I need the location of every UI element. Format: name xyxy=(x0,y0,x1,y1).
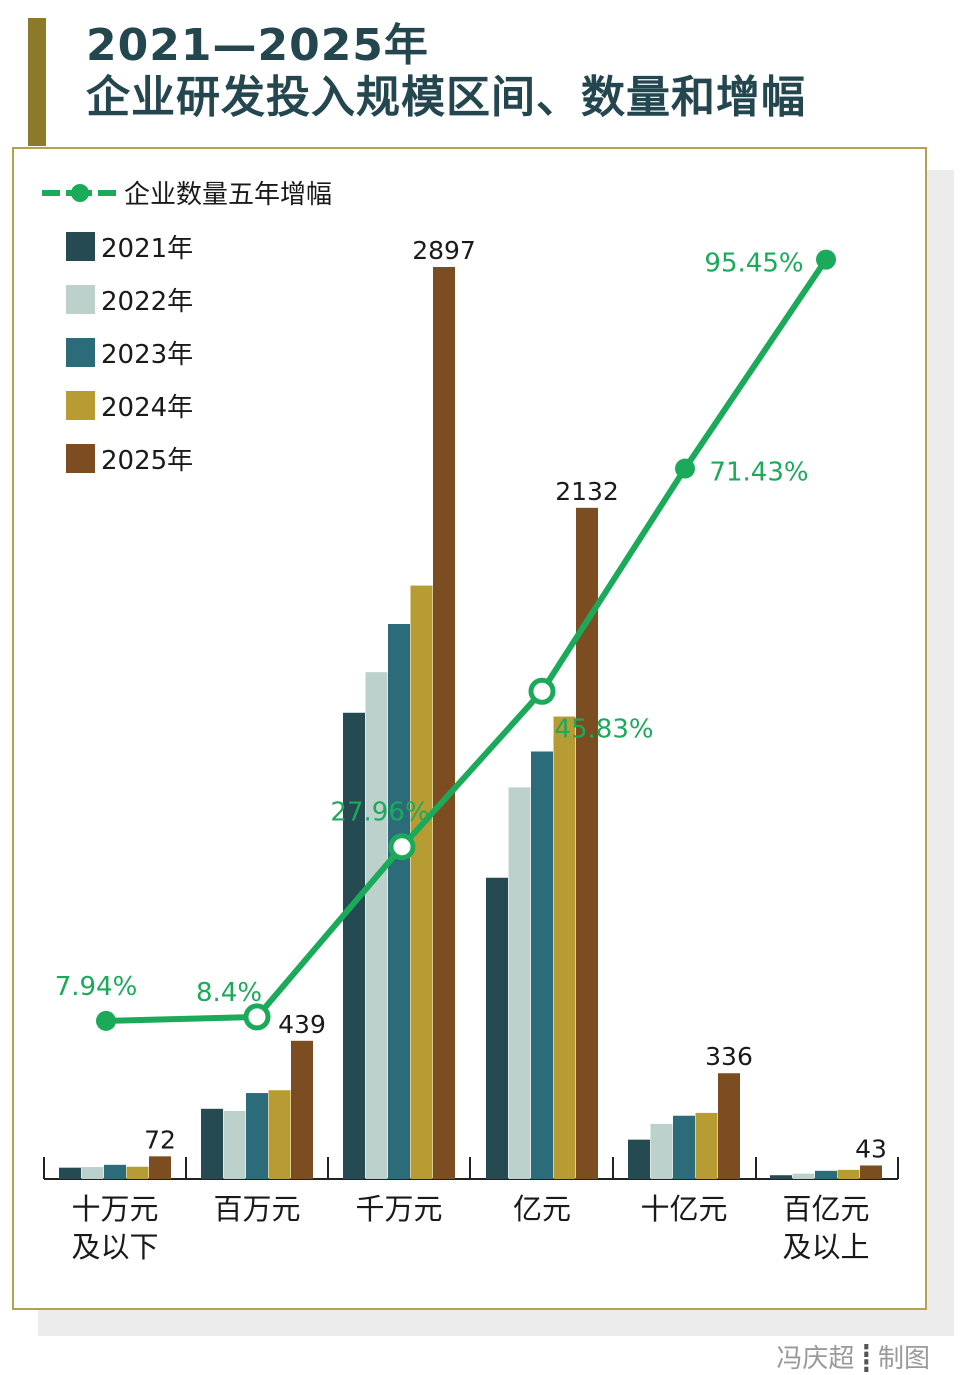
title-accent-bar xyxy=(28,18,46,146)
value-label-6: 43 xyxy=(855,1134,887,1163)
page-title: 2021—2025年 企业研发投入规模区间、数量和增幅 xyxy=(86,20,806,124)
bar-3-cat-3 xyxy=(388,623,410,1179)
bar-4-cat-5 xyxy=(695,1112,718,1179)
bar-2-cat-5 xyxy=(650,1123,673,1179)
credit: 冯庆超 ┋ 制图 xyxy=(776,1338,930,1375)
legend-swatch-5 xyxy=(66,444,95,473)
bar-3-cat-6 xyxy=(815,1170,837,1179)
growth-point-3 xyxy=(388,833,416,861)
growth-point-4 xyxy=(528,677,556,705)
bar-1-cat-6 xyxy=(770,1175,792,1179)
bar-5-cat-2 xyxy=(291,1040,313,1179)
growth-line xyxy=(103,256,829,1024)
bar-4-cat-1 xyxy=(126,1166,149,1179)
bar-4-cat-2 xyxy=(268,1090,291,1179)
growth-point-5 xyxy=(675,458,695,479)
bar-4-cat-3 xyxy=(410,585,433,1179)
growth-label-4: 45.83% xyxy=(554,714,653,744)
category-label-4-1: 亿元 xyxy=(513,1192,571,1226)
value-label-5: 336 xyxy=(705,1042,753,1071)
category-label-2-1: 百万元 xyxy=(213,1192,300,1226)
growth-label-6: 95.45% xyxy=(704,249,803,279)
category-label-3-1: 千万元 xyxy=(355,1192,442,1226)
bar-5-cat-5 xyxy=(718,1073,740,1179)
growth-label-1: 7.94% xyxy=(55,972,138,1002)
bar-5-cat-4 xyxy=(576,507,598,1179)
growth-point-2 xyxy=(243,1003,271,1031)
value-label-4: 2132 xyxy=(555,477,619,506)
category-label-5-1: 十亿元 xyxy=(640,1192,727,1226)
bar-2-cat-2 xyxy=(223,1111,246,1179)
bar-1-cat-4 xyxy=(486,877,508,1179)
legend-line-dot xyxy=(71,184,89,202)
credit-author: 冯庆超 xyxy=(776,1344,855,1374)
bar-1-cat-2 xyxy=(201,1108,223,1179)
legend-line-label: 企业数量五年增幅 xyxy=(124,180,332,210)
growth-label-3: 27.96% xyxy=(330,798,429,828)
bar-2-cat-3 xyxy=(365,672,388,1179)
value-label-1: 72 xyxy=(144,1125,176,1154)
legend-label-4: 2024年 xyxy=(101,393,193,423)
value-label-2: 439 xyxy=(278,1010,326,1039)
legend-label-5: 2025年 xyxy=(101,446,193,476)
bar-2-cat-1 xyxy=(81,1167,104,1179)
bar-1-cat-5 xyxy=(628,1139,650,1179)
legend-swatch-3 xyxy=(66,338,95,367)
growth-point-1 xyxy=(96,1010,116,1031)
value-label-3: 2897 xyxy=(412,236,476,265)
category-label-1-2: 及以下 xyxy=(71,1230,158,1264)
title-line-2: 企业研发投入规模区间、数量和增幅 xyxy=(86,72,806,123)
credit-role: 制图 xyxy=(877,1344,930,1374)
bar-5-cat-6 xyxy=(860,1165,882,1179)
legend-swatch-4 xyxy=(66,391,95,420)
category-label-6-1: 百亿元 xyxy=(782,1192,869,1226)
legend-label-3: 2023年 xyxy=(101,340,193,370)
bar-5-cat-1 xyxy=(149,1156,171,1179)
legend-swatch-2 xyxy=(66,285,95,314)
category-label-1-1: 十万元 xyxy=(71,1192,158,1226)
growth-label-2: 8.4% xyxy=(196,978,262,1008)
bar-3-cat-1 xyxy=(104,1164,126,1179)
legend-label-2: 2022年 xyxy=(101,287,193,317)
bar-1-cat-1 xyxy=(59,1167,81,1179)
bar-3-cat-5 xyxy=(673,1115,695,1179)
title-line-1: 2021—2025年 xyxy=(86,20,429,71)
bar-2-cat-4 xyxy=(508,787,531,1179)
bar-1-cat-3 xyxy=(343,712,365,1179)
bar-3-cat-2 xyxy=(246,1093,268,1179)
bar-5-cat-3 xyxy=(433,267,455,1179)
growth-point-6 xyxy=(816,249,836,270)
category-label-6-2: 及以上 xyxy=(782,1230,869,1264)
bar-2-cat-6 xyxy=(792,1173,815,1179)
growth-label-5: 71.43% xyxy=(709,458,808,488)
bar-3-cat-4 xyxy=(531,751,553,1179)
bar-4-cat-4 xyxy=(553,716,576,1179)
legend-swatch-1 xyxy=(66,232,95,261)
credit-separator: ┋ xyxy=(858,1344,874,1374)
bar-4-cat-6 xyxy=(837,1169,860,1179)
legend-label-1: 2021年 xyxy=(101,234,193,264)
